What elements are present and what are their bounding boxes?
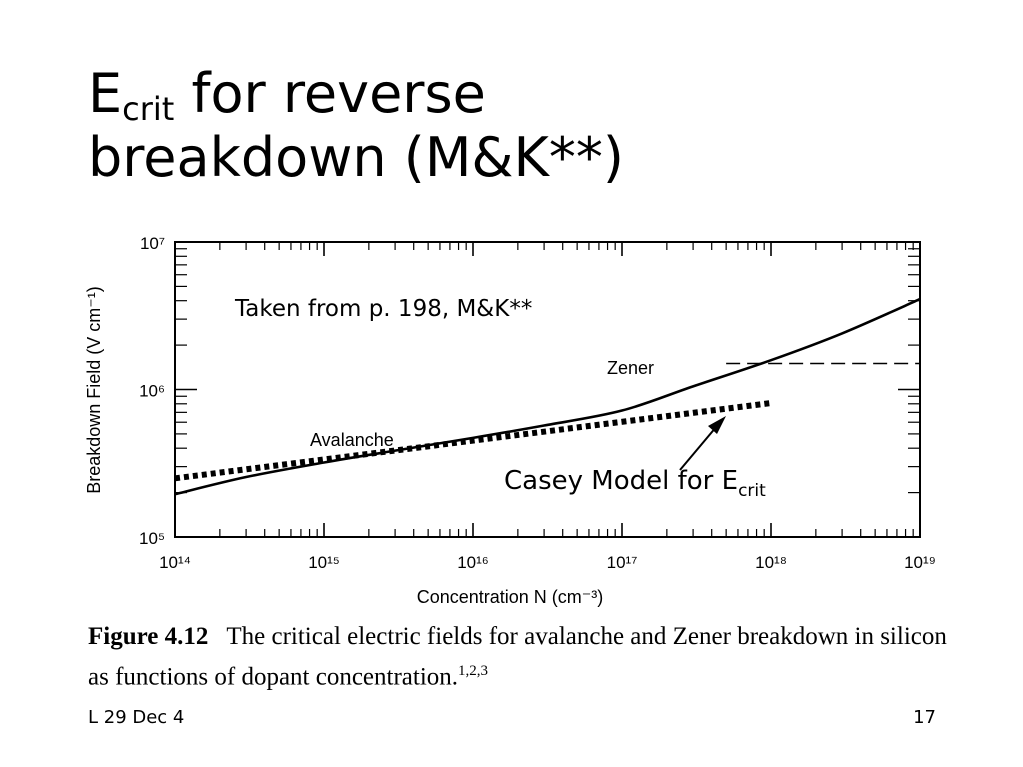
caption-refs: 1,2,3 (458, 663, 489, 679)
y-tick-label: 10⁵ (139, 529, 165, 548)
x-tick-label: 10¹⁹ (904, 553, 936, 572)
casey-arrow (679, 416, 726, 471)
x-tick-label: 10¹⁴ (159, 553, 191, 572)
y-axis-label: Breakdown Field (V cm⁻¹) (84, 286, 104, 494)
breakdown-field-chart: 10¹⁴ 10¹⁵ 10¹⁶ 10¹⁷ 10¹⁸ 10¹⁹ 10⁵ 10⁶ 10⁷ Concen… (84, 234, 936, 607)
x-axis-label: Concentration N (cm⁻³) (417, 587, 604, 607)
casey-model-label: Casey Model for Ecrit (504, 466, 766, 501)
caption-text: The critical electric fields for avalanc… (88, 623, 947, 691)
casey-label-main: Casey Model for E (504, 466, 738, 496)
avalanche-label: Avalanche (310, 430, 394, 450)
figure-number: Figure 4.12 (88, 623, 209, 650)
x-tick-label: 10¹⁸ (755, 553, 787, 572)
plot-frame (174, 241, 921, 538)
title-subscript: crit (122, 90, 175, 128)
x-tick-label: 10¹⁶ (457, 553, 489, 572)
footer-lecture-date: L 29 Dec 4 (88, 707, 185, 728)
y-tick-label: 10⁶ (139, 382, 165, 401)
source-note: Taken from p. 198, M&K** (234, 296, 532, 322)
title-line2: breakdown (M&K**) (88, 126, 624, 189)
slide-number: 17 (913, 707, 936, 728)
x-tick-label: 10¹⁵ (308, 553, 340, 572)
figure-caption: Figure 4.12 The critical electric fields … (88, 620, 968, 694)
casey-model-series-line (174, 400, 772, 482)
x-tick-label: 10¹⁷ (607, 553, 638, 572)
avalanche-series-line (174, 297, 921, 496)
title-rest: for reverse (174, 62, 486, 125)
title-main: E (88, 62, 123, 125)
slide-title: Ecrit for reverse breakdown (M&K**) (88, 62, 848, 190)
casey-label-sub: crit (738, 481, 766, 501)
zener-label: Zener (607, 358, 654, 378)
y-tick-label: 10⁷ (140, 234, 165, 253)
